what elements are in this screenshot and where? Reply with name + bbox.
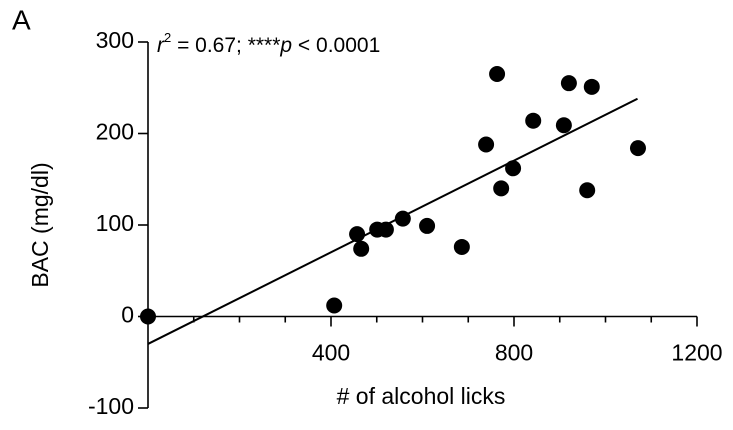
annotation-part: 2	[164, 30, 171, 45]
point	[505, 160, 522, 177]
x-tick-label: 1200	[671, 340, 722, 366]
y-tick-label: 100	[96, 210, 134, 236]
x-axis-title: # of alcohol licks	[337, 383, 506, 409]
panel-label: A	[12, 4, 31, 35]
annotation: r2 = 0.67; ****p < 0.0001	[157, 30, 380, 57]
point	[140, 308, 156, 325]
y-tick-label: -100	[88, 393, 134, 419]
annotation-part: = 0.67; ****	[171, 34, 280, 57]
annotation-part: p	[279, 34, 292, 57]
point	[394, 210, 411, 227]
point	[555, 117, 572, 134]
point	[560, 75, 577, 92]
y-tick-label: 300	[96, 27, 134, 53]
point	[377, 221, 394, 238]
point	[525, 112, 542, 129]
point	[493, 180, 510, 197]
regression-line	[147, 97, 638, 345]
annotation-part: r	[157, 34, 165, 57]
point	[326, 297, 343, 314]
annotation-part: < 0.0001	[292, 34, 380, 57]
point	[349, 226, 366, 243]
point	[453, 238, 470, 255]
point	[489, 66, 506, 83]
point	[353, 240, 370, 257]
x-tick-label: 800	[495, 340, 533, 366]
y-axis-title: BAC (mg/dl)	[27, 162, 53, 287]
y-tick-label: 200	[96, 119, 134, 145]
y-tick-label: 0	[121, 302, 134, 328]
point	[583, 78, 600, 95]
point	[419, 217, 436, 234]
point	[579, 182, 596, 199]
x-tick-label: 400	[312, 340, 350, 366]
point	[629, 140, 646, 157]
point	[478, 136, 495, 153]
